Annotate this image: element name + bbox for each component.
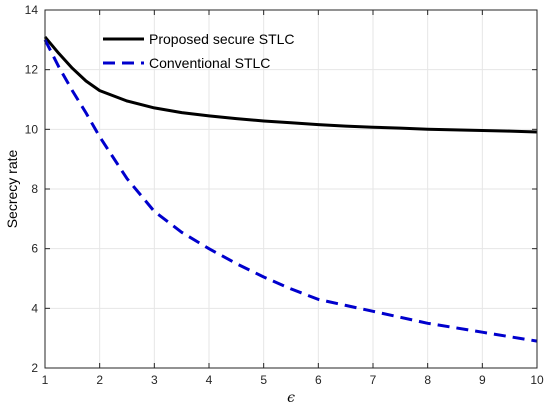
legend-label-proposed: Proposed secure STLC: [149, 31, 295, 47]
series-group: [43, 35, 538, 343]
x-tick-label: 6: [315, 373, 322, 387]
y-tick-label: 2: [31, 361, 38, 375]
y-tick-label: 4: [31, 301, 38, 315]
x-axis-label: ϵ: [287, 390, 295, 406]
x-tick-label: 5: [260, 373, 267, 387]
x-tick-label: 4: [206, 373, 213, 387]
ticks-group: [44, 9, 538, 369]
y-axis-label: Secrecy rate: [4, 149, 20, 228]
y-tick-label: 12: [25, 63, 39, 77]
x-tick-label: 8: [424, 373, 431, 387]
x-tick-label: 1: [42, 373, 49, 387]
x-tick-label: 2: [96, 373, 103, 387]
legend-label-conventional: Conventional STLC: [149, 55, 270, 71]
series-line-conventional: [43, 39, 538, 343]
x-tick-label: 9: [479, 373, 486, 387]
y-tick-label: 10: [25, 122, 39, 136]
x-tick-label: 7: [370, 373, 377, 387]
series-line-proposed: [43, 35, 538, 134]
y-tick-label: 8: [31, 182, 38, 196]
y-tick-label: 14: [25, 3, 39, 17]
legend: Proposed secure STLC Conventional STLC: [103, 31, 295, 71]
y-tick-label: 6: [31, 242, 38, 256]
x-tick-label: 3: [151, 373, 158, 387]
x-tick-label: 10: [530, 373, 544, 387]
